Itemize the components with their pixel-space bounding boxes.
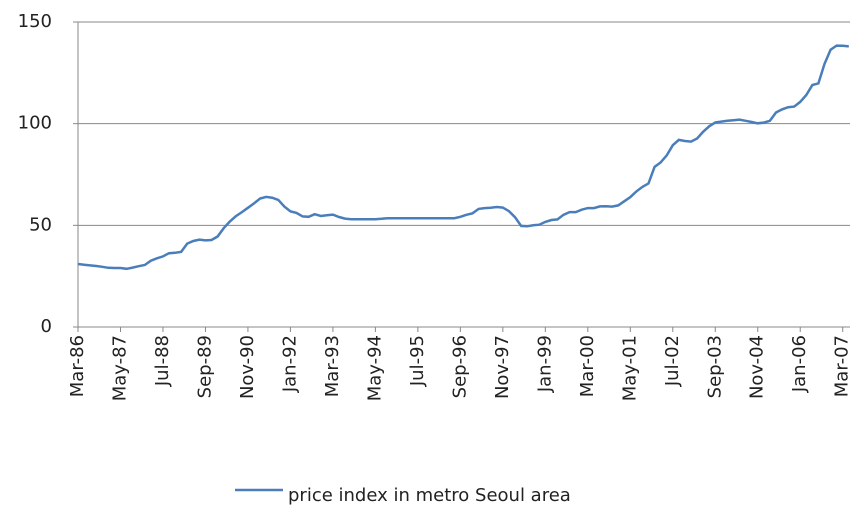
y-tick-label: 100 [18, 113, 52, 134]
x-tick-label: May-87 [109, 335, 130, 401]
x-tick-label: May-01 [619, 335, 640, 401]
y-tick-label: 0 [41, 316, 52, 337]
x-tick-label: May-94 [364, 335, 385, 401]
x-tick-label: Sep-96 [449, 335, 470, 398]
y-tick-label: 150 [18, 11, 52, 32]
x-tick-label: Nov-04 [747, 335, 768, 399]
x-tick-label: Jan-92 [279, 335, 300, 393]
x-tick-label: Sep-03 [704, 335, 725, 398]
legend-label: price index in metro Seoul area [288, 485, 571, 506]
x-tick-label: Sep-89 [194, 335, 215, 398]
x-tick-label: Nov-97 [492, 335, 513, 399]
x-tick-label: Jan-06 [789, 335, 810, 393]
x-tick-label: Jul-02 [662, 335, 683, 387]
x-tick-label: Jul-95 [407, 335, 428, 387]
data-line [77, 44, 849, 271]
x-tick-label: Mar-86 [67, 335, 88, 397]
x-tick-label: Mar-07 [832, 335, 850, 397]
x-tick-label: Mar-00 [577, 335, 598, 397]
y-tick-label: 50 [29, 214, 52, 235]
x-tick-label: Jul-88 [152, 335, 173, 387]
x-tick-label: Jan-99 [534, 335, 555, 393]
x-tick-label: Mar-93 [322, 335, 343, 397]
x-tick-label: Nov-90 [237, 335, 258, 399]
